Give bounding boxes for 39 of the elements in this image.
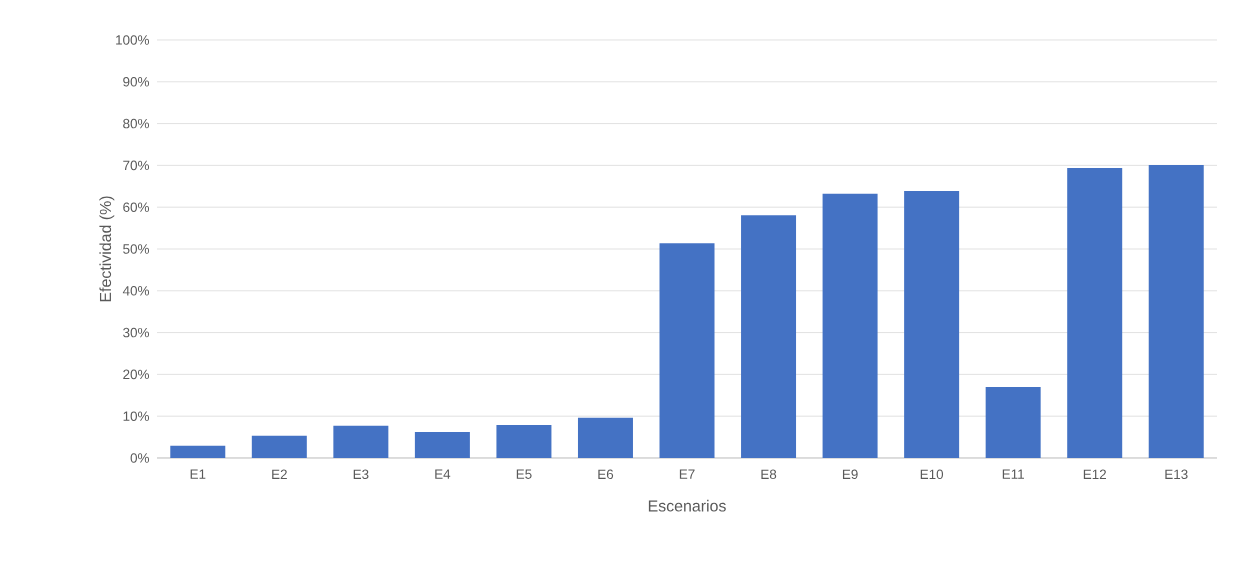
y-tick-label: 20% — [123, 369, 150, 380]
bar — [414, 432, 470, 458]
x-tick-label: E11 — [1002, 469, 1024, 479]
y-tick-label: 90% — [123, 77, 150, 87]
y-tick-label: 100% — [116, 35, 150, 45]
bar — [1148, 164, 1204, 458]
y-tick-label: 40% — [122, 286, 150, 296]
bar — [659, 243, 715, 458]
y-tick-label: 70% — [123, 160, 150, 171]
y-tick-label: 10% — [123, 411, 150, 421]
bar — [985, 386, 1041, 458]
y-tick-label: 0% — [130, 453, 150, 463]
x-tick-label: E3 — [353, 469, 369, 480]
y-tick-label: 50% — [123, 244, 150, 254]
x-tick-label: E1 — [190, 469, 206, 479]
x-tick-label: E5 — [516, 469, 532, 479]
x-tick-label: E6 — [598, 469, 614, 480]
bar — [496, 424, 552, 458]
x-tick-label: E12 — [1083, 469, 1106, 479]
bar — [1067, 167, 1123, 458]
x-tick-label: E10 — [920, 469, 944, 480]
bar — [741, 215, 797, 458]
bar — [251, 435, 307, 458]
x-tick-label: E4 — [435, 469, 451, 479]
x-tick-label: E7 — [679, 469, 695, 479]
bar — [333, 425, 389, 458]
x-tick-label: E13 — [1165, 469, 1188, 480]
x-axis-title: Escenarios — [648, 499, 726, 512]
y-axis-title: Efectividad (%) — [99, 196, 115, 302]
x-tick-label: E9 — [842, 469, 858, 480]
bar — [170, 445, 226, 458]
bar — [577, 417, 633, 458]
y-tick-label: 80% — [123, 118, 150, 129]
y-tick-label: 60% — [123, 202, 150, 212]
bar — [904, 190, 960, 458]
x-tick-label: E2 — [272, 469, 287, 479]
y-tick-label: 30% — [123, 327, 150, 338]
bar — [822, 193, 878, 458]
x-tick-label: E8 — [761, 469, 777, 480]
